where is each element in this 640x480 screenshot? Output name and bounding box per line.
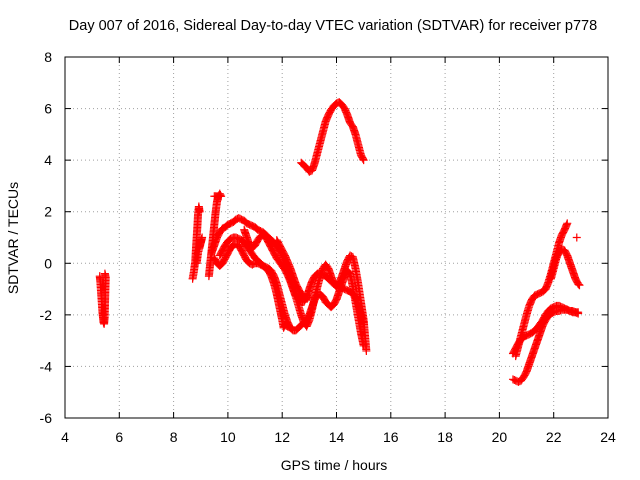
data-point [574, 279, 583, 288]
y-axis-label: SDTVAR / TECUs [5, 182, 21, 294]
chart-title: Day 007 of 2016, Sidereal Day-to-day VTE… [69, 18, 597, 34]
data-point [572, 233, 581, 242]
x-tick-label: 10 [220, 429, 236, 445]
x-tick-label: 12 [274, 429, 290, 445]
data-point [574, 309, 583, 318]
data-point [216, 190, 225, 199]
y-tick-label: -6 [40, 410, 53, 426]
x-tick-label: 8 [170, 429, 178, 445]
x-tick-label: 4 [61, 429, 69, 445]
data-point [359, 156, 368, 165]
y-tick-label: -2 [40, 307, 53, 323]
y-tick-label: 6 [44, 101, 52, 117]
x-tick-label: 24 [600, 429, 616, 445]
x-tick-label: 16 [383, 429, 399, 445]
data-point [574, 280, 583, 289]
y-tick-label: 4 [44, 152, 52, 168]
y-tick-label: 2 [44, 204, 52, 220]
data-point [210, 192, 219, 201]
data-point [284, 323, 293, 332]
data-point [563, 219, 572, 228]
x-tick-label: 18 [437, 429, 453, 445]
data-point [286, 323, 295, 332]
grid-lines [65, 57, 608, 418]
y-tick-label: 8 [44, 49, 52, 65]
data-point [303, 293, 312, 302]
x-tick-label: 14 [329, 429, 345, 445]
data-point [362, 346, 371, 355]
x-tick-label: 6 [115, 429, 123, 445]
data-point [358, 154, 367, 163]
data-point [575, 281, 584, 290]
x-tick-label: 20 [492, 429, 508, 445]
data-point [100, 269, 109, 278]
data-point [195, 207, 204, 216]
x-tick-label: 22 [546, 429, 562, 445]
data-point [192, 259, 201, 268]
y-tick-label: -4 [40, 358, 53, 374]
data-point [572, 308, 581, 317]
data-points [95, 98, 584, 386]
data-point [305, 292, 314, 301]
y-tick-label: 0 [44, 255, 52, 271]
x-axis-label: GPS time / hours [281, 457, 388, 473]
